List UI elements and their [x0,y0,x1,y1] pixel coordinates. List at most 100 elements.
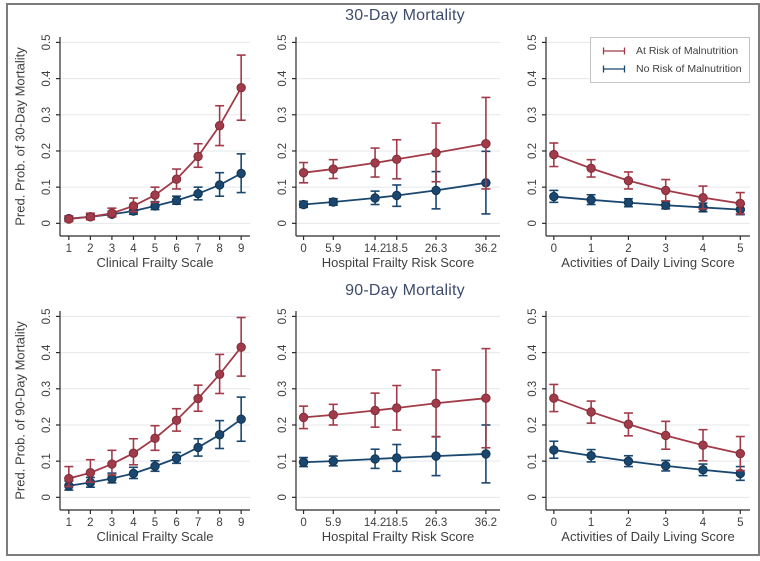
svg-text:0.2: 0.2 [41,417,53,433]
svg-text:0.5: 0.5 [41,308,53,324]
svg-text:6: 6 [173,517,179,529]
panel-30day-hospital-frailty: 0 0.1 0.2 0.3 0.4 0.5 0 5.9 14.2 18.5 26.3 36.2Hosp… [277,34,500,270]
svg-text:0.5: 0.5 [277,34,289,50]
svg-text:0: 0 [41,494,53,500]
svg-text:5: 5 [152,243,158,255]
svg-text:36.2: 36.2 [475,517,497,529]
svg-text:0: 0 [300,243,306,255]
svg-text:36.2: 36.2 [475,243,497,255]
svg-text:5.9: 5.9 [325,517,341,529]
svg-text:5: 5 [152,517,158,529]
at-risk-errorbar-icon [602,47,626,55]
legend-label-at-risk: At Risk of Malnutrition [636,45,739,57]
panel-row-30day: 0 0.1 0.2 0.3 0.4 0.5 1 2 3 4 5 6 7 8 9 Clinical Frailt… [8,31,758,276]
legend-item-no-risk: No Risk of Malnutrition [601,63,745,75]
svg-text:7: 7 [195,517,201,529]
svg-text:1: 1 [588,243,594,255]
svg-text:0: 0 [300,517,306,529]
svg-text:0.4: 0.4 [277,344,289,361]
svg-text:26.3: 26.3 [425,517,447,529]
svg-text:0.1: 0.1 [527,179,539,195]
svg-text:Activities of Daily Living Sco: Activities of Daily Living Score [561,255,734,270]
svg-text:0.3: 0.3 [527,107,539,123]
svg-text:Clinical Frailty Scale: Clinical Frailty Scale [96,529,213,544]
svg-text:3: 3 [109,517,115,529]
panel-90day-hospital-frailty: 0 0.1 0.2 0.3 0.4 0.5 0 5.9 14.2 18.5 26.3 36.2Hosp… [277,308,500,544]
svg-text:1: 1 [66,517,72,529]
svg-text:Clinical Frailty Scale: Clinical Frailty Scale [96,255,213,270]
svg-text:0.4: 0.4 [527,70,539,87]
svg-text:0: 0 [551,517,557,529]
svg-text:7: 7 [195,243,201,255]
svg-text:0.3: 0.3 [277,381,289,397]
svg-text:1: 1 [66,243,72,255]
legend: At Risk of Malnutrition No Risk of Malnu… [590,37,750,83]
svg-text:0.4: 0.4 [41,344,53,361]
svg-text:4: 4 [130,517,137,529]
svg-text:0: 0 [551,243,557,255]
row-title-30day: 30-Day Mortality [345,7,465,24]
svg-text:0.3: 0.3 [527,381,539,397]
svg-text:5: 5 [737,517,743,529]
svg-text:4: 4 [700,243,707,255]
svg-text:3: 3 [663,243,669,255]
figure-frame: 30-Day Mortality 0 0.1 0.2 0.3 0.4 0.5 1 2 3 4 5 6 7… [6,3,760,556]
svg-text:2: 2 [625,517,631,529]
svg-text:0.3: 0.3 [277,107,289,123]
svg-text:0.3: 0.3 [41,107,53,123]
panel-cell: 0 0.1 0.2 0.3 0.4 0.5 0 5.9 14.2 18.5 26.3 36.2 Hosp… [258,31,508,276]
svg-text:0.4: 0.4 [41,70,53,87]
svg-text:0.2: 0.2 [527,143,539,159]
svg-text:Pred. Prob. of 90-Day Mortalit: Pred. Prob. of 90-Day Mortality [13,321,28,500]
panel-cell: 0 0.1 0.2 0.3 0.4 0.5 0 1 2 3 4 5 Activities of Dail… [508,31,758,276]
svg-text:26.3: 26.3 [425,243,447,255]
svg-text:0.5: 0.5 [527,34,539,50]
svg-text:0.2: 0.2 [41,143,53,159]
svg-text:8: 8 [216,517,222,529]
panel-cell: 0 0.1 0.2 0.3 0.4 0.5 0 1 2 3 4 5 Activities of Dail… [508,305,758,550]
svg-text:4: 4 [130,243,137,255]
svg-text:0.1: 0.1 [527,453,539,469]
svg-text:14.2: 14.2 [364,243,386,255]
svg-text:0.2: 0.2 [277,417,289,433]
legend-item-at-risk: At Risk of Malnutrition [601,45,745,57]
legend-label-no-risk: No Risk of Malnutrition [636,63,742,75]
no-risk-errorbar-icon [602,65,626,73]
svg-text:0.1: 0.1 [41,453,53,469]
svg-text:5: 5 [737,243,743,255]
svg-text:0.5: 0.5 [527,308,539,324]
svg-text:0.5: 0.5 [41,34,53,50]
svg-text:6: 6 [173,243,179,255]
svg-text:18.5: 18.5 [386,517,408,529]
svg-text:Hospital Frailty Risk Score: Hospital Frailty Risk Score [322,255,474,270]
svg-text:0: 0 [41,220,53,226]
svg-text:4: 4 [700,517,707,529]
panel-cell: 0 0.1 0.2 0.3 0.4 0.5 0 5.9 14.2 18.5 26.3 36.2 Hosp… [258,305,508,550]
svg-text:9: 9 [238,243,244,255]
svg-text:0: 0 [527,494,539,500]
svg-text:9: 9 [238,517,244,529]
svg-text:0.1: 0.1 [277,453,289,469]
svg-text:5.9: 5.9 [325,243,341,255]
panel-cell: 0 0.1 0.2 0.3 0.4 0.5 1 2 3 4 5 6 7 8 9 Clinical Frailt… [8,31,258,276]
svg-text:18.5: 18.5 [386,243,408,255]
svg-text:8: 8 [216,243,222,255]
svg-text:2: 2 [87,517,93,529]
svg-text:2: 2 [87,243,93,255]
panel-90day-clinical-frailty: 0 0.1 0.2 0.3 0.4 0.5 1 2 3 4 5 6 7 8 9 Clinical Frailt… [13,308,250,544]
panel-row-90day: 0 0.1 0.2 0.3 0.4 0.5 1 2 3 4 5 6 7 8 9 Clinical Frailt… [8,305,758,550]
svg-text:2: 2 [625,243,631,255]
svg-text:1: 1 [588,517,594,529]
panel-30day-clinical-frailty: 0 0.1 0.2 0.3 0.4 0.5 1 2 3 4 5 6 7 8 9 Clinical Frailt… [13,34,250,270]
panel-cell: 0 0.1 0.2 0.3 0.4 0.5 1 2 3 4 5 6 7 8 9 Clinical Frailt… [8,305,258,550]
svg-text:0.1: 0.1 [277,179,289,195]
svg-text:0: 0 [527,220,539,226]
svg-text:Pred. Prob. of 30-Day Mortalit: Pred. Prob. of 30-Day Mortality [13,47,28,226]
svg-text:0.2: 0.2 [527,417,539,433]
svg-text:Activities of Daily Living Sco: Activities of Daily Living Score [561,529,734,544]
svg-text:0: 0 [277,494,289,500]
svg-text:3: 3 [663,517,669,529]
